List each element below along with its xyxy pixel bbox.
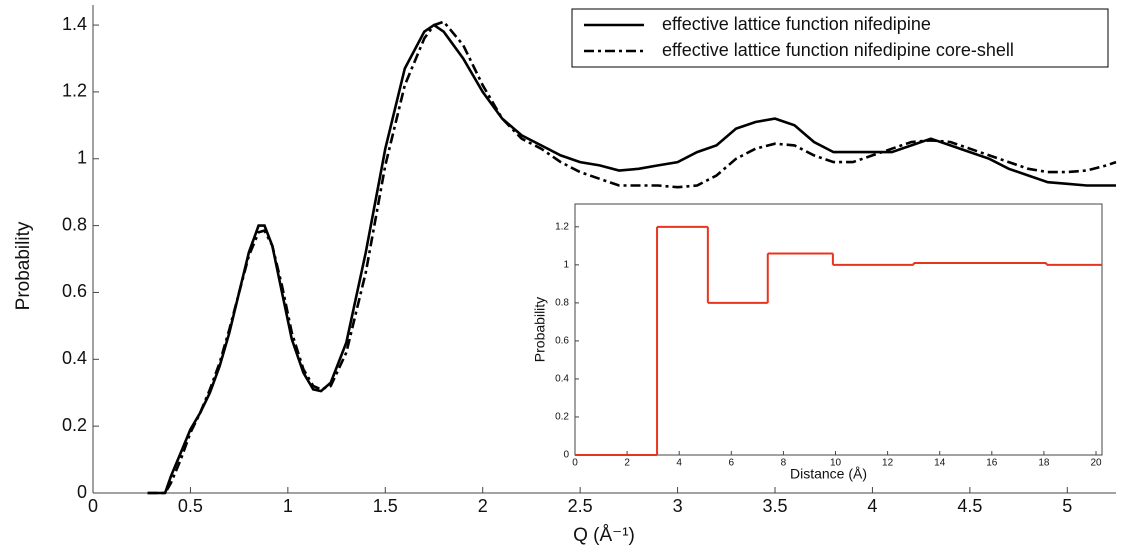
x-tick-label: 8: [781, 458, 787, 469]
y-tick-label: 1.2: [555, 221, 569, 232]
x-tick-label: 3.5: [762, 496, 787, 516]
legend-label: effective lattice function nifedipine: [662, 14, 931, 34]
x-tick-label: 2: [624, 458, 630, 469]
x-tick-label: 6: [729, 458, 735, 469]
x-tick-label: 2.5: [568, 496, 593, 516]
y-tick-label: 1.2: [62, 81, 87, 101]
y-tick-label: 0.6: [62, 281, 87, 301]
x-axis-label: Q (Å⁻¹): [573, 525, 635, 546]
x-tick-label: 20: [1090, 458, 1102, 469]
y-tick-label: 0.2: [62, 415, 87, 435]
y-tick-label: 0.6: [555, 336, 569, 347]
series-line: [147, 20, 1117, 495]
x-tick-label: 16: [986, 458, 998, 469]
x-axis-label: Distance (Å): [790, 466, 867, 482]
y-tick-label: 1: [563, 259, 569, 270]
x-tick-label: 4.5: [957, 496, 982, 516]
x-tick-label: 2: [478, 496, 488, 516]
x-tick-label: 18: [1038, 458, 1050, 469]
x-tick-label: 4: [676, 458, 682, 469]
y-axis-label: Probability: [13, 221, 34, 310]
y-tick-label: 0: [77, 482, 87, 502]
x-tick-label: 0: [572, 458, 578, 469]
y-tick-label: 1: [77, 148, 87, 168]
x-tick-label: 0.5: [178, 496, 203, 516]
y-tick-label: 1.4: [62, 14, 87, 34]
x-tick-label: 14: [934, 458, 946, 469]
x-tick-label: 1.5: [373, 496, 398, 516]
plot-frame: [574, 203, 1103, 456]
y-tick-label: 0.4: [555, 374, 569, 385]
y-tick-label: 0.2: [555, 412, 569, 423]
legend-box: [571, 8, 1109, 68]
x-tick-label: 1: [283, 496, 293, 516]
y-tick-label: 0.8: [62, 214, 87, 234]
x-tick-label: 10: [830, 458, 842, 469]
x-tick-label: 0: [88, 496, 98, 516]
x-tick-label: 3: [673, 496, 683, 516]
x-tick-label: 4: [867, 496, 877, 516]
y-tick-label: 0.8: [555, 298, 569, 309]
y-axis-label: Probability: [532, 297, 548, 362]
x-tick-label: 12: [882, 458, 894, 469]
x-tick-label: 5: [1062, 496, 1072, 516]
y-tick-label: 0.4: [62, 348, 87, 368]
legend-label: effective lattice function nifedipine co…: [662, 40, 1014, 60]
y-tick-label: 0: [563, 450, 569, 461]
